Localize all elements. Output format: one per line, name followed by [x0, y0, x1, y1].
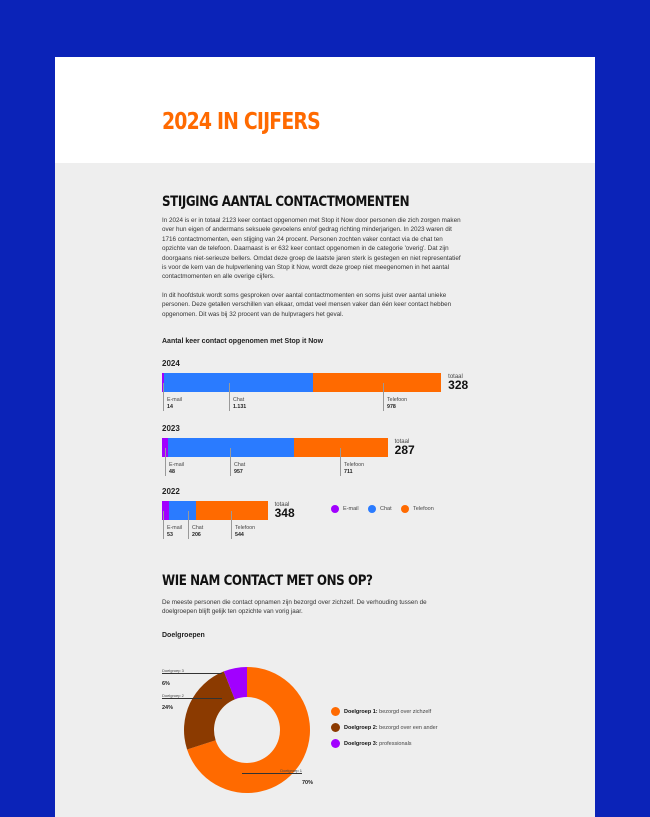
legend-swatch [331, 505, 339, 513]
bar-segment-telefoon [312, 373, 442, 392]
total-label: totaal 328 [448, 374, 469, 392]
paragraph: In dit hoofdstuk wordt soms gesproken ov… [162, 291, 452, 318]
page-header: 2024 IN CIJFERS [55, 57, 595, 163]
paragraph: In 2024 is er in totaal 2123 keer contac… [162, 217, 461, 281]
intro-text: In 2024 is er in totaal 2123 keer contac… [162, 216, 462, 319]
bar-segment-telefoon [294, 438, 388, 457]
data-label: E-mail 14 [163, 383, 182, 411]
slice-pct-2: 24% [162, 705, 174, 711]
data-label: E-mail 53 [163, 511, 182, 539]
bar-segment-chat [163, 373, 313, 392]
legend-item: Doelgroep 2: bezorgd over een ander [331, 723, 438, 732]
bar-segment-e-mail [162, 438, 169, 457]
bar-segment-chat [168, 438, 295, 457]
bar-segment-e-mail [162, 373, 164, 392]
data-label: Telefoon 544 [231, 511, 255, 539]
bar-segment-telefoon [196, 501, 268, 520]
donut-slice-3 [223, 667, 247, 700]
slice-label-1: Doelgroep 1 [242, 768, 302, 774]
bar-segment-chat [168, 501, 197, 520]
legend-swatch [331, 739, 340, 748]
year-label: 2023 [162, 424, 180, 433]
slice-label-2: Doelgroep 2 [162, 693, 222, 699]
stacked-bar [162, 438, 388, 457]
slice-pct-3: 6% [162, 681, 170, 687]
data-label: Chat 957 [230, 448, 245, 476]
data-label: Chat 206 [188, 511, 203, 539]
stacked-bar [162, 373, 442, 392]
chart-title: Doelgroepen [162, 632, 205, 639]
stacked-bar [162, 501, 268, 520]
legend-swatch [331, 723, 340, 732]
donut-slice-1 [187, 667, 310, 793]
legend-chat: Chat [368, 505, 392, 513]
donut-slice-2 [184, 671, 235, 750]
year-label: 2024 [162, 359, 180, 368]
section-title: WIE NAM CONTACT MET ONS OP? [162, 573, 373, 589]
data-label: Telefoon 711 [340, 448, 364, 476]
total-label: totaal 348 [274, 502, 295, 520]
donut-chart [184, 667, 310, 793]
report-page: 2024 IN CIJFERS STIJGING AANTAL CONTACTM… [55, 57, 595, 817]
legend-swatch [401, 505, 409, 513]
section-title: STIJGING AANTAL CONTACTMOMENTEN [162, 194, 410, 210]
legend-item: Doelgroep 3: professionals [331, 739, 412, 748]
data-label: Telefoon 978 [383, 383, 407, 411]
total-label: totaal 287 [394, 439, 415, 457]
page-title: 2024 IN CIJFERS [162, 109, 321, 135]
legend-swatch [368, 505, 376, 513]
paragraph: De meeste personen die contact opnamen z… [162, 599, 427, 616]
legend-email: E-mail [331, 505, 359, 513]
year-label: 2022 [162, 487, 180, 496]
slice-pct-1: 70% [302, 780, 314, 786]
legend-swatch [331, 707, 340, 716]
chart-title: Aantal keer contact opgenomen met Stop i… [162, 338, 324, 345]
data-label: E-mail 48 [165, 448, 184, 476]
legend-telefoon: Telefoon [401, 505, 434, 513]
data-label: Chat 1.131 [229, 383, 246, 411]
slice-label-3: Doelgroep 3 [162, 668, 222, 674]
legend-item: Doelgroep 1: bezorgd over zichzelf [331, 707, 431, 716]
bar-segment-e-mail [162, 501, 169, 520]
